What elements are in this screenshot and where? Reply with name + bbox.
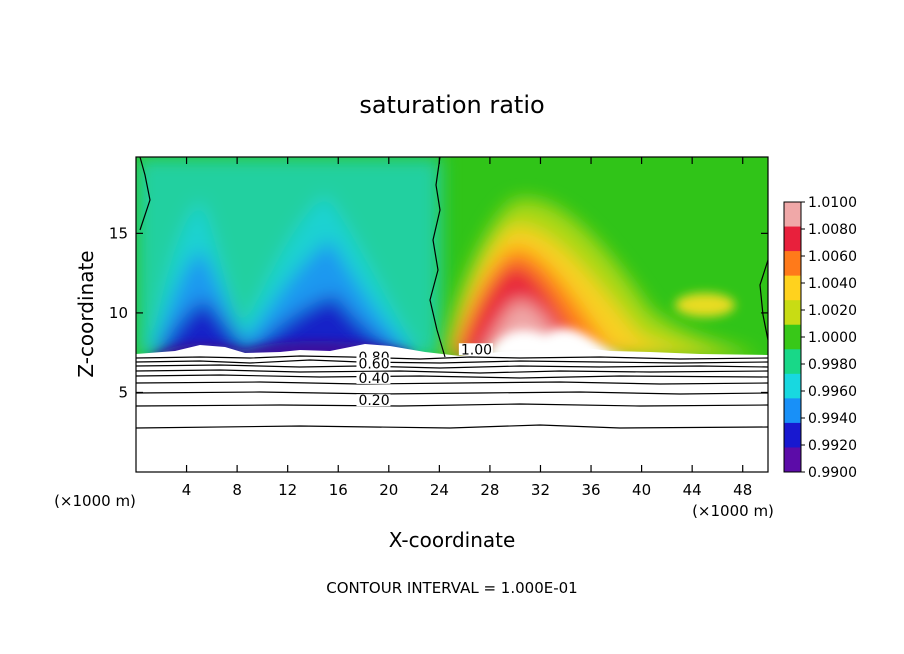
colorbar-swatch: [784, 324, 801, 350]
y-axis: 5 10 15: [109, 224, 768, 401]
x-tick-label: 12: [278, 481, 297, 499]
contour-label: 0.40: [358, 371, 389, 387]
colorbar-label: 1.0080: [808, 222, 857, 238]
colorbar-swatch: [784, 422, 801, 448]
colorbar-label: 0.9980: [808, 357, 857, 373]
x-unit-right: (×1000 m): [692, 502, 774, 520]
x-tick-label: 32: [531, 481, 550, 499]
y-axis-label: Z-coordinate: [74, 250, 98, 377]
colorbar-swatch: [784, 300, 801, 326]
colorbar-swatch: [784, 251, 801, 277]
x-tick-label: 16: [329, 481, 348, 499]
x-tick-label: 24: [430, 481, 449, 499]
colorbar-label: 0.9960: [808, 384, 857, 400]
colorbar-swatch: [784, 202, 801, 228]
y-tick-label: 15: [109, 224, 128, 242]
colorbar-label: 1.0100: [808, 195, 857, 211]
colorbar-label: 1.0000: [808, 330, 857, 346]
contour-label-bg: [356, 394, 391, 407]
contour-lines: [135, 156, 769, 429]
colorbar-label: 1.0040: [808, 276, 857, 292]
colorbar-swatch: [784, 398, 801, 424]
colorbar-label: 1.0060: [808, 249, 857, 265]
x-tick-label: 28: [480, 481, 499, 499]
y-tick-label: 5: [118, 383, 128, 401]
contour-label-bg: [458, 343, 493, 356]
x-tick-label: 44: [683, 481, 702, 499]
x-tick-label: 8: [232, 481, 242, 499]
saturation-field: [136, 157, 768, 357]
colorbar-label: 0.9940: [808, 411, 857, 427]
x-unit-left: (×1000 m): [54, 492, 136, 510]
contour-labels: 1.000.800.600.400.20: [356, 342, 493, 409]
colorbar-label: 1.0020: [808, 303, 857, 319]
plot-frame: [135, 156, 769, 473]
colorbar-swatch: [784, 275, 801, 301]
contour-label-bg: [356, 357, 391, 370]
contour-label: 1.00: [461, 342, 492, 358]
colorbar-swatch: [784, 373, 801, 399]
x-tick-label: 20: [379, 481, 398, 499]
y-tick-label: 10: [109, 304, 128, 322]
contour-label: 0.20: [358, 393, 389, 409]
x-tick-label: 4: [182, 481, 192, 499]
colorbar-swatch: [784, 349, 801, 375]
x-tick-label: 40: [632, 481, 651, 499]
contour-interval-note: CONTOUR INTERVAL = 1.000E-01: [326, 579, 577, 597]
colorbar-label: 0.9900: [808, 465, 857, 481]
x-tick-label: 36: [581, 481, 600, 499]
colorbar-label: 0.9920: [808, 438, 857, 454]
contour-label: 0.60: [358, 357, 389, 373]
chart-title: saturation ratio: [359, 91, 544, 119]
x-axis-label: X-coordinate: [389, 528, 516, 552]
colorbar: 1.0100 1.0080 1.0060 1.0040 1.0020 1.0000 0.99…: [783, 195, 857, 481]
x-axis: 4 8 12 16 20 24 28 32 36 40 44 48: [182, 157, 752, 499]
x-tick-label: 48: [733, 481, 752, 499]
colorbar-swatch: [784, 226, 801, 252]
contour-label-bg: [356, 371, 391, 384]
colorbar-swatch: [784, 447, 801, 473]
